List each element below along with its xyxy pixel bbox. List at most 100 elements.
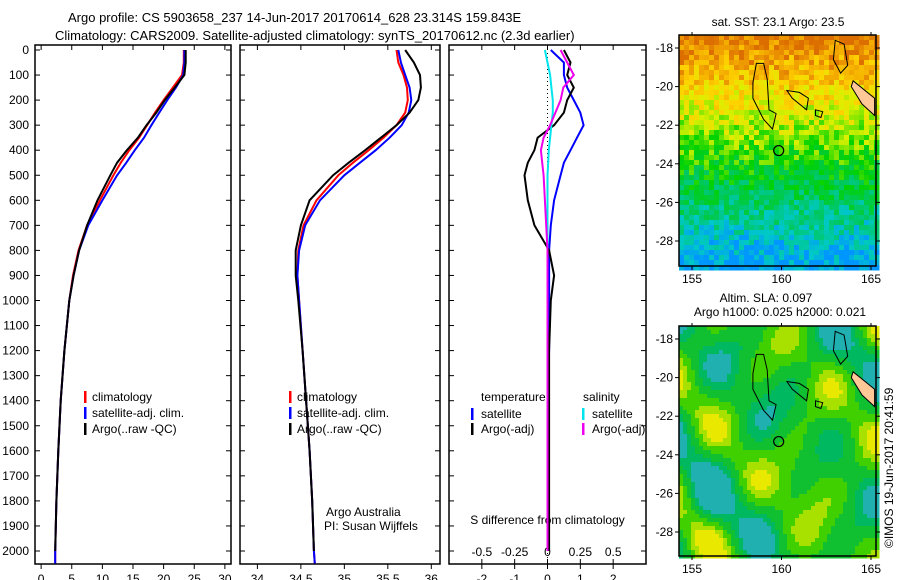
map-cell: [791, 362, 796, 367]
map-cell: [814, 235, 820, 241]
map-cell: [844, 160, 850, 166]
map-cell: [774, 140, 780, 146]
map-cell: [803, 414, 808, 419]
map-cell: [727, 510, 732, 515]
map-cell: [707, 346, 712, 351]
map-cell: [804, 60, 810, 66]
map-cell: [835, 434, 840, 439]
y-tick-label: 1200: [2, 344, 29, 358]
map-cell: [719, 486, 724, 491]
map-cell: [739, 65, 745, 71]
map-cell: [694, 180, 700, 186]
map-cell: [699, 534, 704, 539]
map-cell: [807, 362, 812, 367]
map-cell: [715, 494, 720, 499]
map-cell: [703, 538, 708, 543]
map-cell: [691, 486, 696, 491]
map-cell: [711, 406, 716, 411]
map-cell: [719, 418, 724, 423]
map-cell: [811, 434, 816, 439]
map-cell: [815, 414, 820, 419]
map-cell: [727, 410, 732, 415]
map-cell: [729, 170, 735, 176]
map-cell: [759, 366, 764, 371]
map-cell: [867, 526, 872, 531]
map-cell: [839, 105, 845, 111]
map-cell: [815, 398, 820, 403]
map-cell: [771, 362, 776, 367]
map-cell: [791, 386, 796, 391]
map-cell: [843, 362, 848, 367]
map-cell: [827, 382, 832, 387]
map-cell: [691, 390, 696, 395]
map-cell: [727, 358, 732, 363]
map-cell: [804, 145, 810, 151]
map-cell: [739, 120, 745, 126]
map-cell: [724, 85, 730, 91]
map-cell: [809, 75, 815, 81]
map-cell: [863, 470, 868, 475]
map-cell: [839, 410, 844, 415]
map-cell: [775, 454, 780, 459]
map-cell: [831, 390, 836, 395]
map-cell: [763, 546, 768, 551]
map-cell: [735, 446, 740, 451]
map-cell: [867, 442, 872, 447]
map-cell: [831, 438, 836, 443]
map-cell: [869, 190, 875, 196]
map-cell: [747, 362, 752, 367]
map-cell: [739, 255, 745, 261]
map-cell: [829, 235, 835, 241]
map-cell: [783, 430, 788, 435]
map-cell: [689, 70, 695, 76]
map-cell: [807, 418, 812, 423]
map-cell: [703, 522, 708, 527]
map-cell: [755, 526, 760, 531]
map-cell: [719, 200, 725, 206]
map-cell: [679, 120, 685, 126]
map-cell: [839, 506, 844, 511]
map-cell: [823, 462, 828, 467]
map-cell: [834, 175, 840, 181]
map-cell: [684, 185, 690, 191]
map-cell: [739, 35, 745, 41]
map-cell: [775, 550, 780, 555]
map-cell: [839, 145, 845, 151]
map-cell: [747, 446, 752, 451]
map-cell: [834, 95, 840, 101]
map-cell: [734, 70, 740, 76]
map-cell: [754, 195, 760, 201]
map-cell: [724, 210, 730, 216]
map-cell: [769, 130, 775, 136]
map-cell: [791, 406, 796, 411]
map-cell: [707, 450, 712, 455]
map-cell: [855, 534, 860, 539]
map-cell: [859, 466, 864, 471]
map-cell: [775, 350, 780, 355]
map-cell: [835, 450, 840, 455]
map-cell: [849, 240, 855, 246]
map-cell: [829, 125, 835, 131]
map-cell: [859, 140, 865, 146]
map-cell: [789, 200, 795, 206]
map-cell: [799, 454, 804, 459]
map-cell: [791, 462, 796, 467]
map-cell: [744, 65, 750, 71]
map-cell: [787, 346, 792, 351]
map-cell: [867, 342, 872, 347]
map-cell: [714, 205, 720, 211]
map-cell: [729, 255, 735, 261]
map-cell: [739, 502, 744, 507]
map-cell: [749, 210, 755, 216]
map-cell: [827, 414, 832, 419]
map-cell: [794, 110, 800, 116]
map-cell: [774, 235, 780, 241]
map-cell: [683, 362, 688, 367]
map-cell: [789, 70, 795, 76]
map-cell: [767, 338, 772, 343]
map-cell: [724, 230, 730, 236]
map-cell: [734, 130, 740, 136]
map-cell: [694, 220, 700, 226]
map-cell: [739, 534, 744, 539]
